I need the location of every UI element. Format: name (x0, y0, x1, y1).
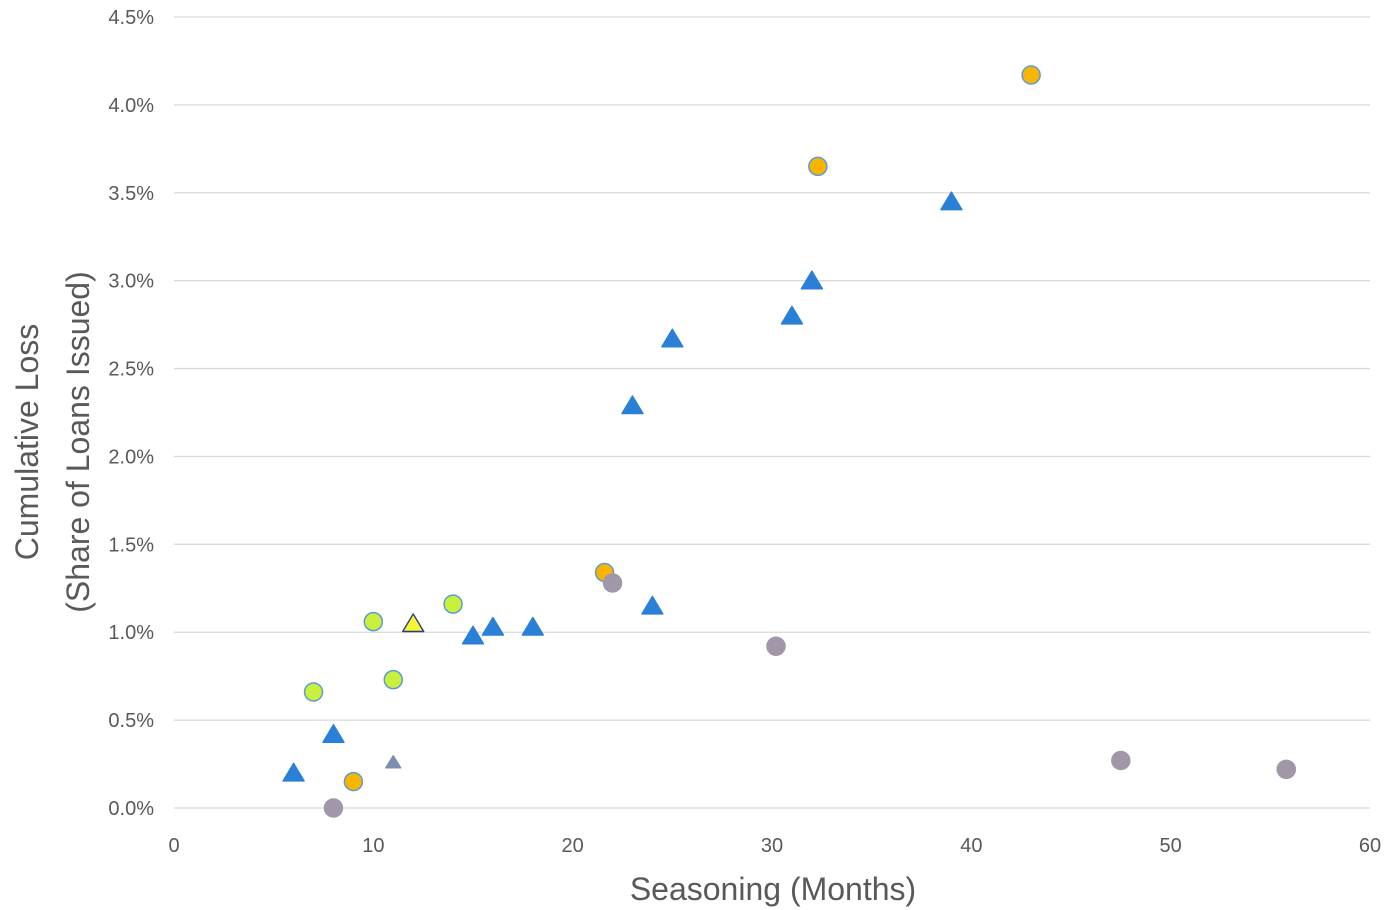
x-tick-label: 60 (1359, 835, 1381, 857)
data-point-circle (602, 573, 623, 593)
data-point-triangle (621, 395, 644, 415)
series-1 (282, 191, 963, 782)
y-tick-label: 3.5% (108, 183, 154, 205)
data-point-circle (383, 669, 404, 690)
gridlines (174, 16, 1370, 809)
data-point-triangle (402, 613, 425, 633)
y-tick-label: 2.5% (108, 359, 154, 381)
data-point-triangle (641, 595, 664, 615)
data-point-triangle (800, 270, 824, 290)
series-2 (385, 755, 402, 769)
x-axis: 0 10 20 30 40 50 60 (168, 835, 1381, 857)
data-point-circle (1276, 759, 1297, 780)
x-axis-title: Seasoning (Months) (630, 871, 916, 907)
data-point-triangle (661, 328, 684, 348)
x-tick-label: 10 (362, 835, 384, 857)
series-3 (402, 613, 425, 633)
data-point-triangle (461, 625, 485, 645)
data-point-circle (1021, 65, 1041, 85)
data-point-triangle (385, 755, 402, 769)
x-tick-label: 0 (168, 835, 179, 857)
x-tick-label: 30 (761, 835, 783, 857)
x-tick-label: 40 (960, 835, 982, 857)
y-axis: 0.0% 0.5% 1.0% 1.5% 2.0% 2.5% 3.0% 3.5% 4.0% 4.5% (108, 7, 154, 820)
data-point-circle (323, 798, 344, 818)
data-point-circle (363, 611, 384, 632)
y-axis-title-line1: Cumulative Loss (9, 324, 45, 561)
y-axis-title-line2: (Share of Loans Issued) (60, 271, 96, 613)
data-point-triangle (780, 305, 804, 325)
data-point-circle (443, 594, 463, 614)
y-tick-label: 4.5% (108, 7, 154, 29)
y-axis-title: Cumulative Loss (Share of Loans Issued) (9, 271, 96, 613)
data-point-triangle (282, 762, 305, 782)
data-point-circle (808, 156, 828, 177)
y-tick-label: 2.0% (108, 446, 154, 468)
data-point-triangle (322, 723, 345, 743)
data-point-circle (343, 771, 364, 792)
y-tick-label: 0.0% (108, 798, 154, 820)
data-point-triangle (521, 616, 544, 636)
data-point-triangle (481, 616, 505, 636)
data-point-circle (1111, 750, 1131, 771)
data-point-triangle (940, 191, 963, 211)
x-tick-label: 50 (1160, 835, 1182, 857)
data-point-circle (303, 682, 324, 702)
data-point-circle (766, 636, 786, 657)
x-tick-label: 20 (562, 835, 584, 857)
series-5 (343, 65, 1041, 792)
y-tick-label: 1.0% (108, 622, 154, 644)
y-tick-label: 4.0% (108, 95, 154, 117)
data-points (282, 65, 1297, 818)
y-tick-label: 1.5% (108, 534, 154, 556)
series-4 (303, 594, 463, 702)
y-tick-label: 3.0% (108, 271, 154, 293)
series-6 (323, 573, 1297, 818)
y-tick-label: 0.5% (108, 710, 154, 732)
